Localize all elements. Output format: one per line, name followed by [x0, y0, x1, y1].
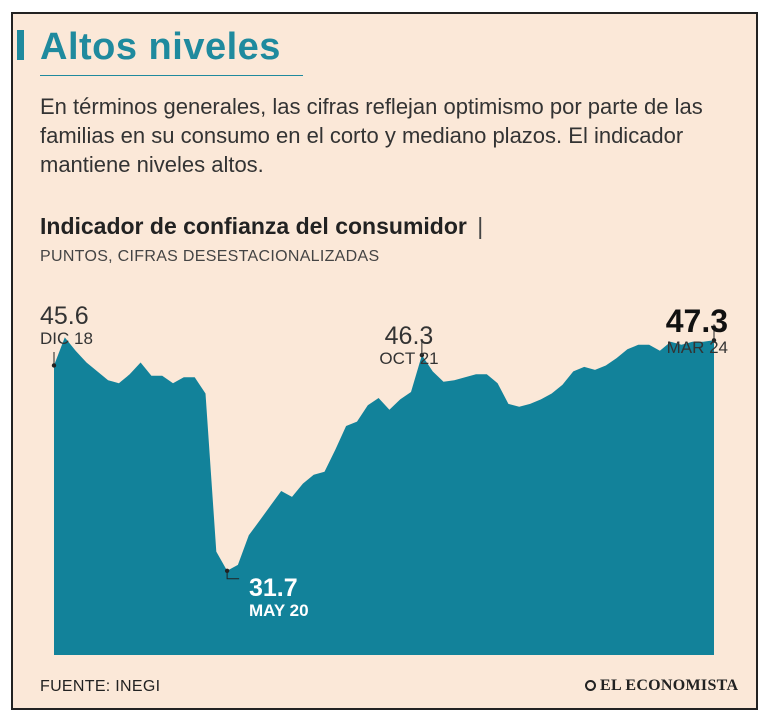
- annotation-end-date: MAR 24: [666, 338, 728, 357]
- annotation-min-value: 31.7: [249, 574, 298, 602]
- title-underline: [40, 75, 303, 76]
- chart-title-text: Indicador de confianza del consumidor: [40, 213, 467, 239]
- annotation-start: 45.6 DIC 18: [40, 303, 93, 349]
- annotation-min: 31.7 MAY 20: [249, 575, 309, 621]
- annotation-oct21-date: OCT 21: [379, 349, 439, 368]
- annotation-start-date: DIC 18: [40, 329, 93, 348]
- brand-logo: EL ECONOMISTA: [585, 677, 738, 695]
- subtitle-text: En términos generales, las cifras reflej…: [40, 94, 703, 177]
- annotation-oct21-value: 46.3: [384, 322, 434, 350]
- page-title: Altos niveles: [40, 26, 281, 68]
- logo-text: EL ECONOMISTA: [600, 677, 739, 694]
- logo-circle-icon: [585, 680, 596, 691]
- annotation-leader-1: [226, 570, 240, 580]
- chart-units-label: PUNTOS, CIFRAS DESESTACIONALIZADAS: [40, 248, 380, 265]
- chart-title: Indicador de confianza del consumidor |: [40, 213, 483, 240]
- source-label: FUENTE: INEGI: [40, 678, 161, 695]
- confidence-area: [54, 337, 714, 655]
- annotation-end-value: 47.3: [665, 303, 728, 339]
- annotation-min-date: MAY 20: [249, 601, 309, 620]
- chart-title-separator: |: [477, 213, 484, 239]
- annotation-end: 47.3 MAR 24: [640, 304, 728, 358]
- annotation-start-value: 45.6: [40, 302, 89, 330]
- title-accent-bar: [17, 30, 24, 60]
- annotation-oct21: 46.3 OCT 21: [375, 323, 443, 369]
- annotation-leaders: [51, 324, 717, 580]
